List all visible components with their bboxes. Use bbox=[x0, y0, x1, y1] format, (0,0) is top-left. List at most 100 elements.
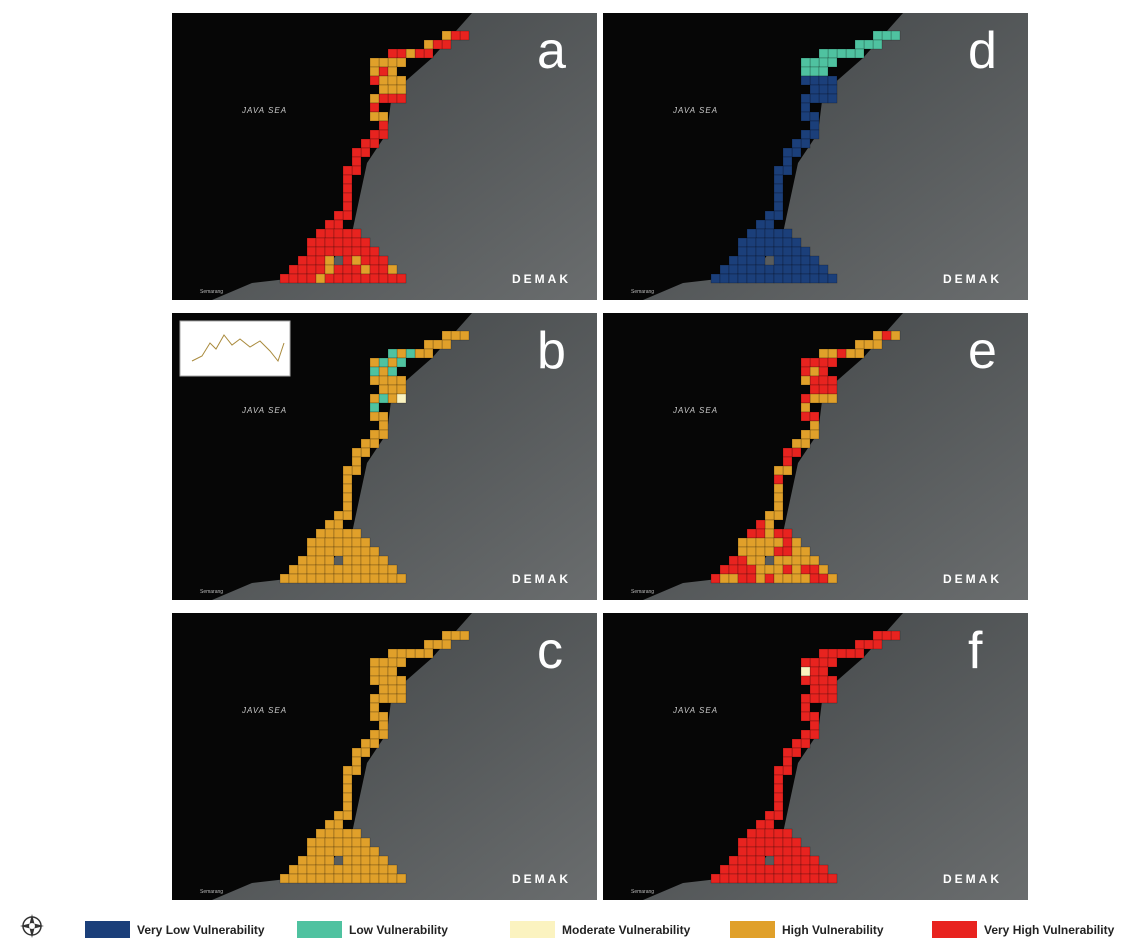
grid-cell bbox=[801, 367, 810, 376]
grid-cell bbox=[747, 238, 756, 247]
grid-cell bbox=[765, 847, 774, 856]
grid-cell bbox=[370, 358, 379, 367]
grid-cell bbox=[738, 238, 747, 247]
grid-cell bbox=[774, 856, 783, 865]
grid-cell bbox=[783, 448, 792, 457]
grid-cell bbox=[864, 340, 873, 349]
grid-cell bbox=[792, 238, 801, 247]
grid-cell bbox=[370, 76, 379, 85]
grid-cell bbox=[774, 529, 783, 538]
grid-cell bbox=[801, 67, 810, 76]
grid-cell bbox=[810, 58, 819, 67]
grid-cell bbox=[316, 538, 325, 547]
sea-label: JAVA SEA bbox=[672, 406, 718, 415]
grid-cell bbox=[370, 265, 379, 274]
grid-cell bbox=[828, 376, 837, 385]
grid-cell bbox=[810, 865, 819, 874]
grid-cell bbox=[774, 475, 783, 484]
grid-cell bbox=[352, 256, 361, 265]
grid-cell bbox=[864, 40, 873, 49]
grid-cell bbox=[307, 274, 316, 283]
grid-cell bbox=[334, 229, 343, 238]
grid-cell bbox=[792, 838, 801, 847]
grid-cell bbox=[783, 538, 792, 547]
grid-cell bbox=[370, 139, 379, 148]
grid-cell bbox=[370, 256, 379, 265]
grid-cell bbox=[783, 274, 792, 283]
grid-cell bbox=[783, 556, 792, 565]
grid-cell bbox=[837, 349, 846, 358]
grid-cell bbox=[810, 112, 819, 121]
grid-cell bbox=[334, 265, 343, 274]
grid-cell bbox=[388, 274, 397, 283]
grid-cell bbox=[280, 874, 289, 883]
grid-cell bbox=[424, 649, 433, 658]
grid-cell bbox=[765, 520, 774, 529]
grid-cell bbox=[819, 94, 828, 103]
grid-cell bbox=[720, 265, 729, 274]
grid-cell bbox=[801, 376, 810, 385]
grid-cell bbox=[433, 40, 442, 49]
grid-cell bbox=[810, 412, 819, 421]
grid-cell bbox=[756, 247, 765, 256]
grid-cell bbox=[855, 40, 864, 49]
grid-cell bbox=[801, 574, 810, 583]
grid-cell bbox=[370, 856, 379, 865]
grid-cell bbox=[379, 667, 388, 676]
grid-cell bbox=[361, 856, 370, 865]
grid-cell bbox=[379, 394, 388, 403]
grid-cell bbox=[406, 349, 415, 358]
grid-cell bbox=[334, 538, 343, 547]
grid-cell bbox=[388, 574, 397, 583]
grid-cell bbox=[792, 847, 801, 856]
grid-cell bbox=[792, 748, 801, 757]
grid-cell bbox=[370, 565, 379, 574]
grid-cell bbox=[442, 31, 451, 40]
region-label: DEMAK bbox=[943, 272, 1002, 286]
grid-cell bbox=[361, 556, 370, 565]
grid-cell bbox=[819, 385, 828, 394]
grid-cell bbox=[747, 229, 756, 238]
grid-cell bbox=[792, 856, 801, 865]
grid-cell bbox=[792, 247, 801, 256]
grid-cell bbox=[819, 676, 828, 685]
grid-cell bbox=[846, 649, 855, 658]
grid-cell bbox=[747, 838, 756, 847]
panel-letter: c bbox=[537, 622, 563, 680]
grid-cell bbox=[289, 574, 298, 583]
grid-cell bbox=[792, 439, 801, 448]
grid-cell bbox=[379, 274, 388, 283]
grid-cell bbox=[810, 76, 819, 85]
grid-cell bbox=[774, 802, 783, 811]
grid-cell bbox=[397, 649, 406, 658]
grid-cell bbox=[765, 838, 774, 847]
grid-cell bbox=[765, 574, 774, 583]
grid-cell bbox=[424, 49, 433, 58]
grid-cell bbox=[891, 331, 900, 340]
grid-cell bbox=[738, 556, 747, 565]
grid-cell bbox=[729, 874, 738, 883]
grid-cell bbox=[819, 658, 828, 667]
grid-cell bbox=[352, 457, 361, 466]
grid-cell bbox=[729, 574, 738, 583]
grid-cell bbox=[738, 856, 747, 865]
grid-cell bbox=[756, 838, 765, 847]
grid-cell bbox=[370, 403, 379, 412]
grid-cell bbox=[352, 265, 361, 274]
grid-cell bbox=[343, 175, 352, 184]
grid-cell bbox=[334, 874, 343, 883]
grid-cell bbox=[352, 748, 361, 757]
grid-cell bbox=[756, 847, 765, 856]
grid-cell bbox=[388, 76, 397, 85]
grid-cell bbox=[343, 874, 352, 883]
grid-cell bbox=[379, 58, 388, 67]
grid-cell bbox=[810, 658, 819, 667]
grid-cell bbox=[388, 58, 397, 67]
grid-cell bbox=[325, 265, 334, 274]
grid-cell bbox=[801, 112, 810, 121]
grid-cell bbox=[774, 565, 783, 574]
grid-cell bbox=[307, 538, 316, 547]
grid-cell bbox=[810, 67, 819, 76]
grid-cell bbox=[343, 811, 352, 820]
legend-label: Very Low Vulnerability bbox=[137, 923, 265, 937]
